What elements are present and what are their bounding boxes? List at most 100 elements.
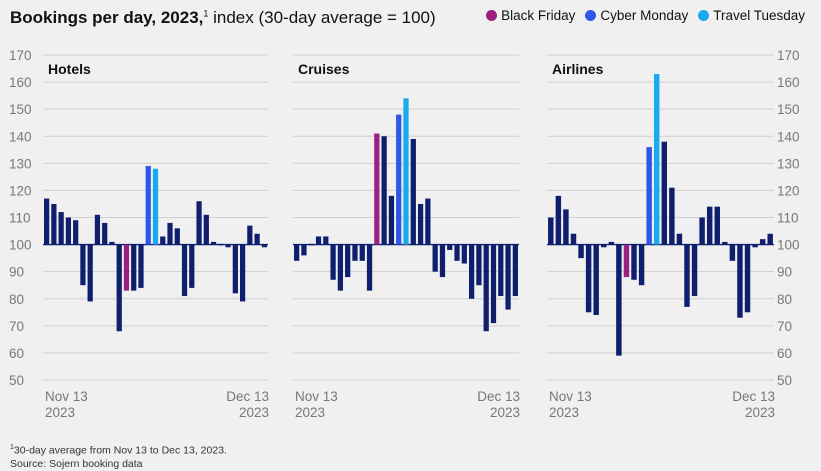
y-tick-label-right: 100 (777, 238, 800, 253)
bar (744, 244, 751, 313)
bar (109, 241, 115, 245)
bar-cyber-monday (646, 147, 652, 245)
footnote: 130-day average from Nov 13 to Dec 13, 2… (10, 441, 227, 471)
bar-cyber-monday (145, 166, 151, 245)
bar (94, 214, 101, 245)
y-tick-label-right: 120 (777, 183, 800, 198)
bar (308, 243, 314, 246)
bar (752, 244, 758, 248)
bar (439, 244, 446, 278)
bar (315, 236, 322, 245)
x-end-label: Dec 13 (477, 389, 520, 404)
bar (388, 195, 395, 245)
bar (498, 244, 504, 297)
x-start-label: Nov 13 (295, 389, 338, 404)
footnote-line-1: 130-day average from Nov 13 to Dec 13, 2… (10, 441, 227, 458)
legend-dot-black-friday (486, 10, 498, 21)
bar (247, 225, 253, 245)
bar (167, 222, 173, 245)
bar (767, 233, 773, 245)
bar (102, 222, 108, 245)
x-end-label: Dec 13 (732, 389, 775, 404)
panel-title: Hotels (48, 61, 91, 77)
bar (661, 141, 668, 245)
bar-travel-tuesday (653, 73, 660, 245)
bar (410, 138, 416, 245)
y-tick-label-left: 140 (9, 129, 32, 144)
bar (381, 136, 387, 245)
legend-item-travel-tuesday: Travel Tuesday (698, 8, 805, 23)
bar (116, 244, 122, 332)
bar (638, 244, 645, 286)
y-tick-label-right: 150 (777, 102, 800, 117)
bar (669, 187, 675, 245)
y-tick-label-right: 50 (777, 373, 792, 388)
bar (73, 220, 79, 245)
bar (555, 195, 562, 245)
y-tick-label-left: 130 (9, 156, 32, 171)
legend-dot-travel-tuesday (698, 10, 710, 21)
y-tick-label-left: 160 (9, 75, 32, 90)
bar (417, 203, 424, 245)
bar (483, 244, 489, 332)
bar (294, 244, 300, 261)
x-end-year: 2023 (490, 405, 520, 420)
bar (261, 244, 267, 248)
bar (454, 244, 460, 261)
y-tick-label-right: 170 (777, 48, 800, 63)
panel-title: Cruises (298, 61, 350, 77)
y-tick-label-right: 160 (777, 75, 800, 90)
bar (476, 244, 482, 286)
bar (512, 244, 518, 297)
bar (218, 243, 224, 246)
bar (239, 244, 246, 302)
bar (160, 236, 166, 245)
y-tick-label-right: 130 (777, 156, 800, 171)
legend-dot-cyber-monday (585, 10, 597, 21)
bar (684, 244, 690, 307)
bar (578, 244, 584, 259)
bar (585, 244, 592, 313)
legend-label-black-friday: Black Friday (501, 8, 576, 23)
bar-travel-tuesday (403, 98, 409, 245)
legend-item-black-friday: Black Friday (486, 8, 575, 23)
bar (254, 233, 260, 245)
bar (174, 228, 180, 245)
bar-black-friday (623, 244, 630, 278)
bar (729, 244, 736, 261)
x-start-label: Nov 13 (549, 389, 592, 404)
y-tick-label-left: 120 (9, 183, 32, 198)
y-tick-label-left: 150 (9, 102, 32, 117)
x-end-year: 2023 (239, 405, 269, 420)
bar (301, 244, 307, 256)
chart-title-rest: index (30-day average = 100) (208, 8, 436, 27)
bar (345, 244, 351, 278)
bar (563, 209, 569, 245)
bar (706, 206, 713, 245)
bar (505, 244, 511, 310)
bar (714, 206, 720, 245)
bar (359, 244, 365, 261)
bar (737, 244, 743, 318)
bar (337, 244, 344, 291)
bar (366, 244, 373, 291)
bar (468, 244, 475, 299)
bar (447, 244, 453, 250)
bar (601, 244, 607, 248)
bar (225, 244, 231, 248)
y-tick-label-right: 70 (777, 319, 792, 334)
bar (196, 201, 202, 245)
bar-cyber-monday (396, 114, 402, 245)
bar (58, 212, 64, 245)
x-end-year: 2023 (745, 405, 775, 420)
x-start-year: 2023 (45, 405, 75, 420)
bar (461, 244, 467, 264)
footnote-source: Source: Sojern booking data (10, 457, 143, 470)
y-tick-label-right: 140 (777, 129, 800, 144)
y-tick-label-left: 90 (9, 265, 24, 280)
bar (352, 244, 358, 261)
bar (232, 244, 238, 294)
y-tick-label-left: 50 (9, 373, 24, 388)
y-tick-label-left: 70 (9, 319, 24, 334)
bar (425, 198, 431, 245)
